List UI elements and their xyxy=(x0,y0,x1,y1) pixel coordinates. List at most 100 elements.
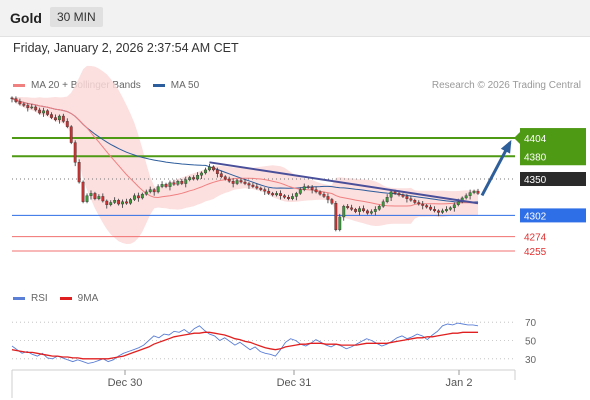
rsi-series-9ma xyxy=(11,331,478,360)
candle-body xyxy=(188,177,192,180)
candle-body xyxy=(472,190,476,193)
candle-body xyxy=(73,142,77,163)
candle-body xyxy=(401,194,405,197)
ma20-line xyxy=(11,98,479,207)
candle-body xyxy=(271,193,275,196)
candle-body xyxy=(444,209,448,212)
support-label-4255: 4255 xyxy=(524,247,547,258)
candle-body xyxy=(196,175,200,180)
candle-body xyxy=(200,172,203,176)
candle-body xyxy=(405,196,409,199)
candle-body xyxy=(34,106,38,111)
research-credit: Research © 2026 Trading Central xyxy=(431,80,581,91)
bollinger-band-area xyxy=(12,65,478,245)
candle-body xyxy=(22,103,26,106)
candle-body xyxy=(42,110,46,114)
candle-body xyxy=(239,180,243,183)
candle-body xyxy=(176,181,180,185)
candle-body xyxy=(168,182,172,187)
header-bar: Gold 30 MIN xyxy=(0,0,590,37)
candle-body xyxy=(18,101,22,105)
candle-body xyxy=(279,193,282,196)
last-price-label: 4350 xyxy=(524,175,547,186)
legend-swatch-ma20 xyxy=(13,84,25,87)
chart-timestamp: Friday, January 2, 2026 2:37:54 AM CET xyxy=(13,41,239,55)
forecast-arrow-head xyxy=(500,139,512,154)
candle-body xyxy=(346,206,350,209)
forecast-arrow-shaft xyxy=(480,141,512,197)
candle-body xyxy=(322,193,326,197)
timeframe-badge[interactable]: 30 MIN xyxy=(50,7,103,27)
candle-body xyxy=(208,166,211,171)
candle-body xyxy=(81,181,85,202)
candle-body xyxy=(26,105,30,108)
candle-body xyxy=(385,196,389,202)
candle-body xyxy=(223,176,227,180)
resistance-label-4404: 4404 xyxy=(524,134,547,145)
legend-label-9ma: 9MA xyxy=(77,293,99,304)
descending-trendline xyxy=(209,161,479,205)
candle-body xyxy=(330,199,334,204)
instrument-title: Gold xyxy=(10,10,42,26)
candle-body xyxy=(350,207,354,210)
candle-body xyxy=(215,169,219,174)
candle-body xyxy=(204,169,207,174)
candle-body xyxy=(46,110,49,115)
candle-body xyxy=(227,178,231,182)
candle-body xyxy=(263,189,267,192)
candle-body xyxy=(77,162,81,183)
candle-body xyxy=(144,191,148,195)
candle-body xyxy=(476,190,480,194)
candle-body xyxy=(184,179,188,184)
candle-body xyxy=(377,206,381,210)
candle-body xyxy=(65,121,69,127)
candle-body xyxy=(338,216,342,231)
candle-body xyxy=(464,195,468,199)
candle-body xyxy=(152,189,156,193)
candle-body xyxy=(413,200,417,203)
candle-body xyxy=(302,186,306,190)
candle-body xyxy=(283,195,286,198)
rsi-tick-label-50: 50 xyxy=(525,337,537,348)
candle-body xyxy=(452,204,456,209)
candle-body xyxy=(393,191,397,194)
candle-body xyxy=(235,180,239,184)
candle-body xyxy=(362,208,365,212)
candle-body xyxy=(259,187,263,190)
candle-body xyxy=(30,106,34,109)
candle-body xyxy=(381,201,385,207)
candle-body xyxy=(50,114,53,118)
candle-body xyxy=(243,181,247,184)
time-tick-label: Dec 30 xyxy=(108,377,143,389)
candle-body xyxy=(314,189,318,193)
rsi-series-rsi xyxy=(11,322,479,364)
candle-body xyxy=(290,196,294,199)
candle-body xyxy=(180,181,184,184)
candle-body xyxy=(429,206,433,210)
rsi-legend: RSI 9MA xyxy=(13,293,98,304)
candle-body xyxy=(14,98,18,102)
candle-body xyxy=(57,115,61,121)
candle-body xyxy=(125,201,128,204)
candle-body xyxy=(373,209,377,212)
candle-body xyxy=(247,183,251,186)
candle-body xyxy=(251,184,255,187)
pivot-label-box xyxy=(520,208,586,223)
candle-body xyxy=(456,201,460,205)
candle-body xyxy=(318,191,322,195)
legend-swatch-ma50 xyxy=(152,84,165,87)
candle-body xyxy=(121,201,125,205)
candle-body xyxy=(255,186,259,189)
candle-body xyxy=(101,196,105,202)
candle-body xyxy=(148,189,152,193)
candle-body xyxy=(89,193,93,196)
candle-body xyxy=(294,193,298,197)
candle-body xyxy=(354,209,358,212)
candle-body xyxy=(358,208,361,212)
candle-body xyxy=(417,202,421,205)
resistance-zone-label-box xyxy=(520,128,586,166)
candle-body xyxy=(334,203,338,231)
legend-swatch-rsi xyxy=(13,297,25,300)
